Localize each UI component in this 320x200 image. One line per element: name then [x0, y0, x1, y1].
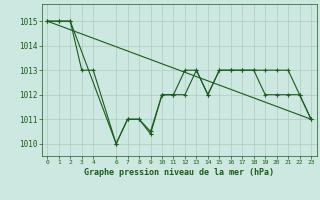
X-axis label: Graphe pression niveau de la mer (hPa): Graphe pression niveau de la mer (hPa) [84, 168, 274, 177]
